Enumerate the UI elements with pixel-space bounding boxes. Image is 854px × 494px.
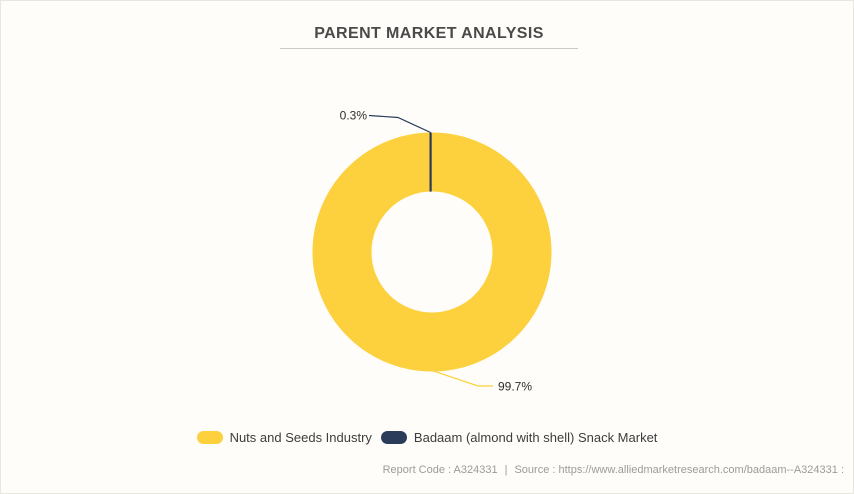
- legend-swatch-rect: [196, 430, 223, 444]
- report-code-text: Report Code : A324331: [382, 464, 498, 476]
- footer-separator: |: [504, 464, 508, 476]
- legend-item-nuts-and-seeds[interactable]: Nuts and Seeds Industry: [196, 429, 372, 445]
- data-label-nuts-and-seeds: 99.7%: [498, 380, 532, 394]
- legend-label-badaam: Badaam (almond with shell) Snack Market: [413, 429, 658, 445]
- leader-line-badaam: [368, 114, 431, 134]
- legend-swatch-rect: [380, 430, 407, 444]
- pie-slice-nuts-and-seeds[interactable]: [312, 132, 552, 372]
- legend-label-nuts-and-seeds: Nuts and Seeds Industry: [229, 429, 372, 445]
- legend-swatch-badaam-icon: [380, 430, 407, 444]
- legend-item-badaam[interactable]: Badaam (almond with shell) Snack Market: [380, 429, 658, 445]
- leader-line-nuts-and-seeds: [428, 368, 493, 387]
- legend-swatch-nuts-and-seeds-icon: [196, 430, 223, 444]
- legend: Nuts and Seeds Industry Badaam (almond w…: [1, 428, 853, 446]
- chart-title-block: PARENT MARKET ANALYSIS: [280, 26, 578, 49]
- data-label-badaam: 0.3%: [340, 109, 368, 123]
- source-url-text: Source : https://www.alliedmarketresearc…: [514, 464, 844, 476]
- footer: Report Code : A324331 | Source : https://w…: [383, 464, 844, 476]
- chart-title: PARENT MARKET ANALYSIS: [314, 25, 544, 42]
